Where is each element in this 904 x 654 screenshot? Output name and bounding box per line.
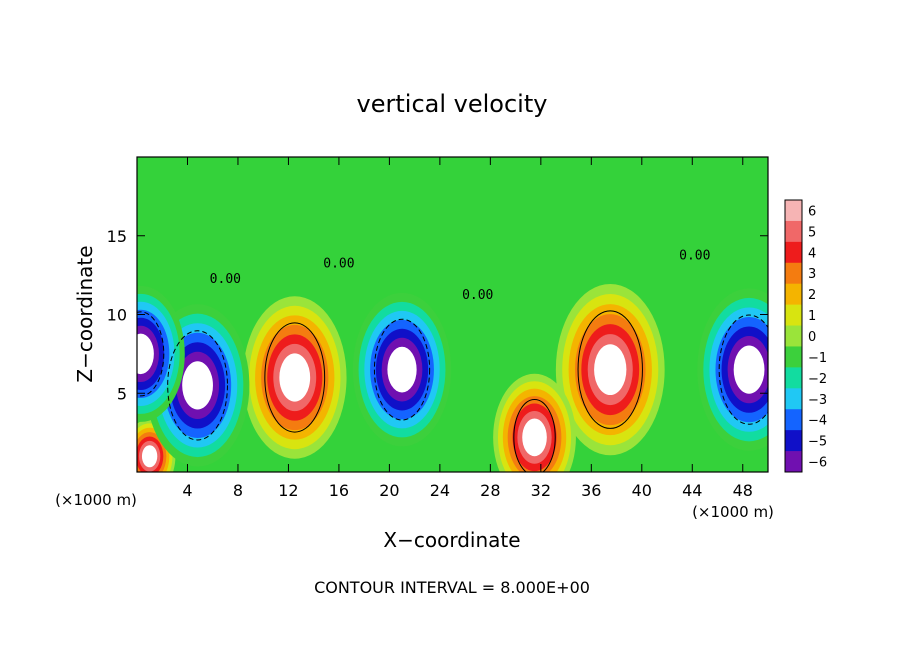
field-down-5-level-6 [387,346,417,393]
contour-lines: 0.00 0.00 0.00 0.00 [137,248,768,472]
x-tick-label: 12 [278,481,298,500]
contour-5 [373,318,431,421]
field-up-2-level-6 [522,418,547,457]
colorbar-label: −5 [808,435,827,450]
colorbar-swatch [785,409,802,431]
x-axis-ticks: 4 8 12 16 20 24 28 32 36 40 44 48 [182,157,753,500]
contour-label-zero: 0.00 [210,272,241,287]
contour-2 [513,399,556,472]
colorbar-swatch [785,200,802,222]
contour-interval-footer: CONTOUR INTERVAL = 8.000E+00 [314,578,590,597]
x-unit-left: (×1000 m) [55,491,137,509]
contour-label-zero: 0.00 [462,288,493,303]
x-tick-label: 20 [379,481,399,500]
chart-title: vertical velocity [357,90,548,118]
colorbar-swatch [785,325,802,347]
y-tick-label: 5 [117,384,127,403]
colorbar-label: −1 [808,351,827,366]
y-axis-label: Z−coordinate [73,245,97,382]
field-down-6-level-6 [733,345,765,394]
colorbar-label: −4 [808,414,827,429]
colorbar-label: 1 [808,309,816,324]
colorbar-swatch [785,451,802,473]
x-tick-label: 28 [480,481,500,500]
x-tick-label: 32 [531,481,551,500]
colorbar-label: 5 [808,225,816,240]
colorbar-swatch [785,220,802,243]
plot-area: 0.000.000.000.00 4 8 12 16 20 24 28 32 36 40 44 48 … [107,156,769,500]
y-tick-label: 10 [107,306,127,325]
y-axis-ticks: 5 10 15 [107,227,768,403]
contour-6 [718,314,768,425]
colorbar-swatch [785,346,802,368]
colorbar-label: 2 [808,288,816,303]
x-tick-label: 40 [632,481,652,500]
colorbar-label: −3 [808,393,827,408]
x-tick-label: 44 [682,481,702,500]
x-tick-label: 48 [733,481,753,500]
x-tick-label: 4 [182,481,192,500]
field-up-0-level-6 [279,353,311,402]
colorbar-frame [784,199,803,473]
x-tick-label: 36 [581,481,601,500]
colorbar-label: 0 [808,330,816,345]
x-tick-label: 8 [233,481,243,500]
field-up-1-level-6 [594,344,627,396]
colorbar-swatch [785,430,802,452]
contour-label-zero: 0.00 [323,256,354,271]
field-down-7-level-6 [137,333,154,375]
contour-0 [264,322,326,433]
colorbar-swatch [785,388,802,410]
colorbar-label: −6 [808,456,827,471]
colorbar-swatch [785,304,802,327]
contour-7 [137,311,165,397]
colorbar-label: 4 [808,246,816,261]
colorbar-swatch [785,241,802,264]
contour-1 [577,310,643,429]
contour-4 [167,330,228,441]
colorbar: 6 5 4 3 2 1 0 −1 −2 −3 −4 −5 −6 [784,199,827,473]
field-down-4-level-6 [182,361,213,410]
colorbar-swatch [785,283,802,306]
contour-label-zero: 0.00 [679,248,710,263]
x-tick-label: 24 [430,481,450,500]
field-up-3-level-6 [141,445,158,468]
colorbar-label: −2 [808,372,827,387]
colorbar-swatch [785,262,802,285]
colorbar-swatch [785,367,802,389]
colorbar-label: 6 [808,204,816,219]
colorbar-label: 3 [808,267,816,282]
y-tick-label: 15 [107,227,127,246]
x-tick-label: 16 [329,481,349,500]
x-unit-right: (×1000 m) [692,503,774,521]
x-axis-label: X−coordinate [383,528,520,552]
